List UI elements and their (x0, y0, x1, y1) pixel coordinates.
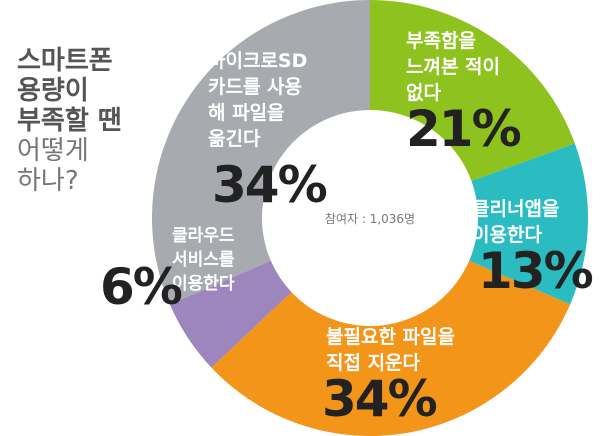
center-label: 참여자 : 1,036명 (325, 212, 415, 226)
title-line-3: 부족할 땐 (17, 106, 122, 136)
subtitle-line-1: 어떻게 (17, 136, 89, 166)
slice-none (370, 0, 575, 182)
title-line-2: 용량이 (17, 76, 89, 106)
slice-pct-cleaner: 13% (478, 242, 593, 300)
slice-cleaner (469, 143, 588, 305)
subtitle-line-2: 하나? (17, 166, 79, 196)
slice-pct-delete: 34% (322, 370, 437, 428)
slice-label-microsd: 마이크로SD 카드를 사용 해 파일을 옮긴다 (208, 50, 307, 150)
slice-cloud (169, 260, 292, 368)
slice-pct-microsd: 34% (212, 156, 327, 214)
slice-pct-cloud: 6% (100, 258, 183, 316)
slice-delete (211, 260, 571, 436)
slice-pct-none: 21% (406, 100, 521, 158)
slice-label-cleaner: 클리너앱을 이용한다 (472, 198, 559, 246)
slice-label-cloud: 클라우드 서비스를 이용한다 (172, 226, 235, 294)
slice-microsd (152, 0, 370, 305)
slice-label-delete: 불필요한 파일을 직접 지운다 (326, 326, 455, 374)
title-line-1: 스마트폰 (17, 46, 113, 76)
slice-label-none: 부족함을 느껴본 적이 없다 (406, 30, 500, 104)
title-block: 스마트폰 용량이 부족할 땐 어떻게 하나? (17, 46, 157, 196)
